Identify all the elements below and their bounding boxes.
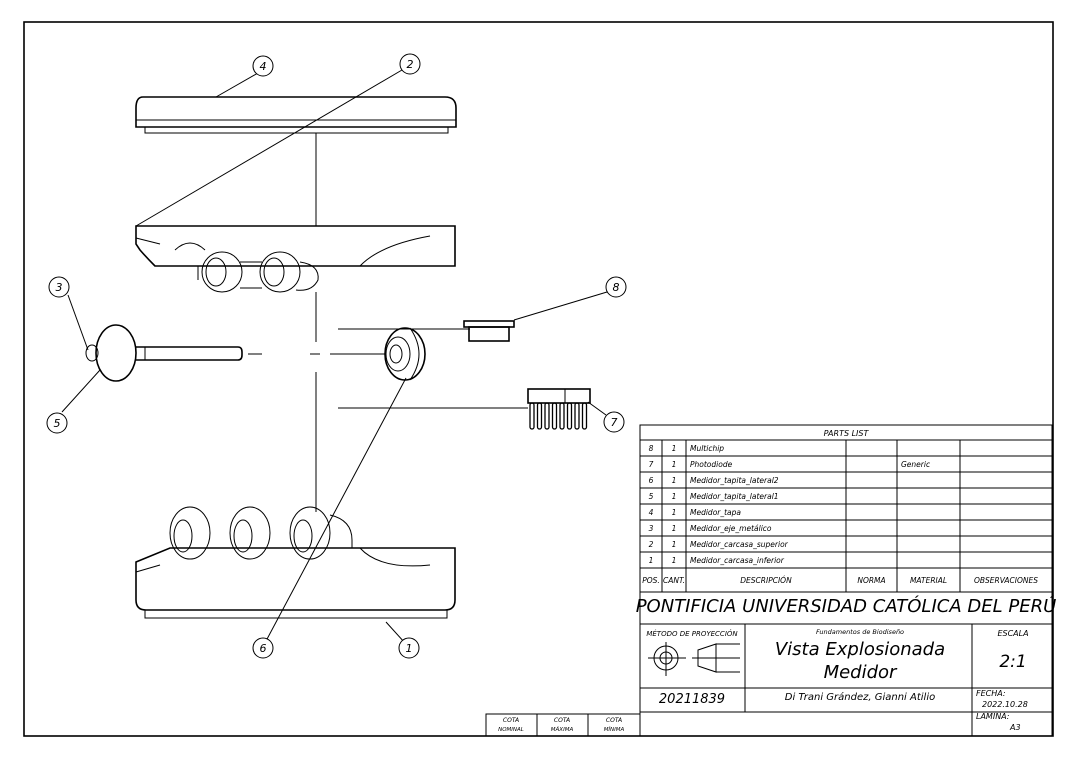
photodiode-pin bbox=[574, 402, 580, 430]
author-name: Di Trani Grández, Gianni Atilio bbox=[785, 691, 935, 703]
course-name: Fundamentos de Biodiseño bbox=[816, 628, 904, 636]
parts-cell-qty: 1 bbox=[672, 508, 677, 517]
parts-row: 3 1 Medidor_eje_metálico bbox=[649, 524, 772, 533]
tol-label-1a: COTA bbox=[503, 717, 519, 724]
balloon-number: 1 bbox=[406, 642, 413, 655]
scale-label: ESCALA bbox=[997, 629, 1028, 638]
parts-row: 7 1 Photodiode Generic bbox=[649, 460, 931, 469]
title-block-grid bbox=[640, 623, 1052, 736]
leader-lines bbox=[61, 69, 608, 644]
parts-cell-qty: 1 bbox=[672, 444, 677, 453]
parts-cell-desc: Medidor_tapita_lateral1 bbox=[690, 492, 779, 501]
parts-header: CANT. bbox=[663, 576, 685, 585]
photodiode-pin bbox=[566, 402, 573, 430]
tol-label-2a: COTA bbox=[554, 717, 570, 724]
balloon-group: 1 2 3 4 5 6 7 8 bbox=[46, 53, 627, 659]
parts-cell-desc: Medidor_carcasa_inferior bbox=[690, 556, 785, 565]
parts-row: 2 1 Medidor_carcasa_superior bbox=[649, 540, 789, 549]
parts-cell-pos: 6 bbox=[649, 476, 654, 485]
parts-header: POS. bbox=[642, 576, 660, 585]
part-8-multichip bbox=[463, 320, 515, 342]
parts-cell-desc: Multichip bbox=[690, 444, 724, 453]
balloon-number: 4 bbox=[260, 60, 267, 73]
parts-row: 4 1 Medidor_tapa bbox=[649, 508, 742, 517]
projection-symbol-icon bbox=[648, 642, 740, 676]
balloon-7: 7 bbox=[603, 411, 625, 433]
university-name: PONTIFICIA UNIVERSIDAD CATÓLICA DEL PERÚ bbox=[636, 595, 1057, 617]
student-code: 20211839 bbox=[659, 692, 725, 707]
parts-cell-qty: 1 bbox=[672, 460, 677, 469]
tol-label-3a: COTA bbox=[606, 717, 622, 724]
tol-label-3b: MÍNIMA bbox=[604, 726, 625, 733]
balloon-1: 1 bbox=[398, 637, 420, 659]
parts-cell-pos: 4 bbox=[649, 508, 654, 517]
balloon-3: 3 bbox=[48, 276, 70, 298]
parts-header: MATERIAL bbox=[910, 576, 947, 585]
part-1-carcasa-inferior bbox=[135, 506, 456, 619]
drawing-title-line2: Medidor bbox=[824, 662, 898, 683]
parts-row: 5 1 Medidor_tapita_lateral1 bbox=[649, 492, 779, 501]
balloon-number: 3 bbox=[56, 281, 63, 294]
parts-cell-desc: Medidor_tapita_lateral2 bbox=[690, 476, 779, 485]
part-2-carcasa-superior bbox=[135, 225, 456, 293]
parts-cell-pos: 5 bbox=[649, 492, 654, 501]
tol-label-1b: NOMINAL bbox=[498, 727, 524, 733]
parts-cell-pos: 8 bbox=[649, 444, 654, 453]
balloon-number: 7 bbox=[611, 416, 618, 429]
tolerance-block bbox=[485, 713, 641, 737]
parts-cell-qty: 1 bbox=[672, 556, 677, 565]
photodiode-pin bbox=[544, 402, 550, 430]
balloon-number: 8 bbox=[613, 281, 620, 294]
parts-row: 8 1 Multichip bbox=[649, 444, 725, 453]
scale-value: 2:1 bbox=[999, 652, 1026, 672]
photodiode-pin bbox=[559, 402, 565, 430]
parts-row: 1 1 Medidor_carcasa_inferior bbox=[649, 556, 785, 565]
sheet-label: LÁMINA: bbox=[976, 710, 1010, 721]
parts-cell-desc: Photodiode bbox=[690, 460, 733, 469]
balloon-number: 2 bbox=[407, 58, 414, 71]
parts-cell-qty: 1 bbox=[672, 540, 677, 549]
balloon-4: 4 bbox=[252, 55, 274, 77]
part-7-photodiode bbox=[527, 388, 591, 430]
parts-cell-qty: 1 bbox=[672, 476, 677, 485]
part-3-eje-metalico bbox=[85, 324, 243, 382]
parts-cell-pos: 3 bbox=[649, 524, 654, 533]
parts-list-title: PARTS LIST bbox=[824, 429, 870, 438]
balloon-number: 5 bbox=[54, 417, 61, 430]
parts-row: 6 1 Medidor_tapita_lateral2 bbox=[649, 476, 779, 485]
parts-cell-material: Generic bbox=[901, 460, 931, 469]
tol-label-2b: MÁXIMA bbox=[551, 726, 574, 733]
parts-header: DESCRIPCIÓN bbox=[740, 576, 792, 585]
projection-label: MÉTODO DE PROYECCIÓN bbox=[646, 629, 738, 638]
parts-cell-desc: Medidor_eje_metálico bbox=[690, 524, 772, 533]
parts-cell-pos: 1 bbox=[649, 556, 654, 565]
balloon-2: 2 bbox=[399, 53, 421, 75]
parts-header: OBSERVACIONES bbox=[974, 576, 1038, 585]
balloon-5: 5 bbox=[46, 412, 68, 434]
photodiode-pin bbox=[551, 402, 558, 430]
parts-cell-pos: 2 bbox=[649, 540, 654, 549]
parts-cell-pos: 7 bbox=[649, 460, 654, 469]
parts-cell-desc: Medidor_tapa bbox=[690, 508, 741, 517]
part-4-tapa bbox=[135, 96, 457, 134]
parts-cell-desc: Medidor_carcasa_superior bbox=[690, 540, 789, 549]
balloon-number: 6 bbox=[260, 642, 267, 655]
parts-list-table: PARTS LIST 8 1 Multichip 7 1 Photodiode Generic… bbox=[639, 424, 1053, 737]
drawing-title-line1: Vista Explosionada bbox=[775, 639, 945, 660]
parts-cell-qty: 1 bbox=[672, 492, 677, 501]
balloon-8: 8 bbox=[605, 276, 627, 298]
date-value: 2022.10.28 bbox=[982, 700, 1028, 709]
photodiode-pin bbox=[536, 402, 543, 430]
part-6-tapita-lateral bbox=[384, 327, 426, 381]
parts-header: NORMA bbox=[857, 576, 885, 585]
date-label: FECHA: bbox=[976, 689, 1006, 698]
photodiode-pin bbox=[581, 402, 588, 430]
parts-cell-qty: 1 bbox=[672, 524, 677, 533]
sheet-value: A3 bbox=[1009, 723, 1021, 732]
photodiode-pin bbox=[529, 402, 535, 430]
balloon-6: 6 bbox=[252, 637, 274, 659]
